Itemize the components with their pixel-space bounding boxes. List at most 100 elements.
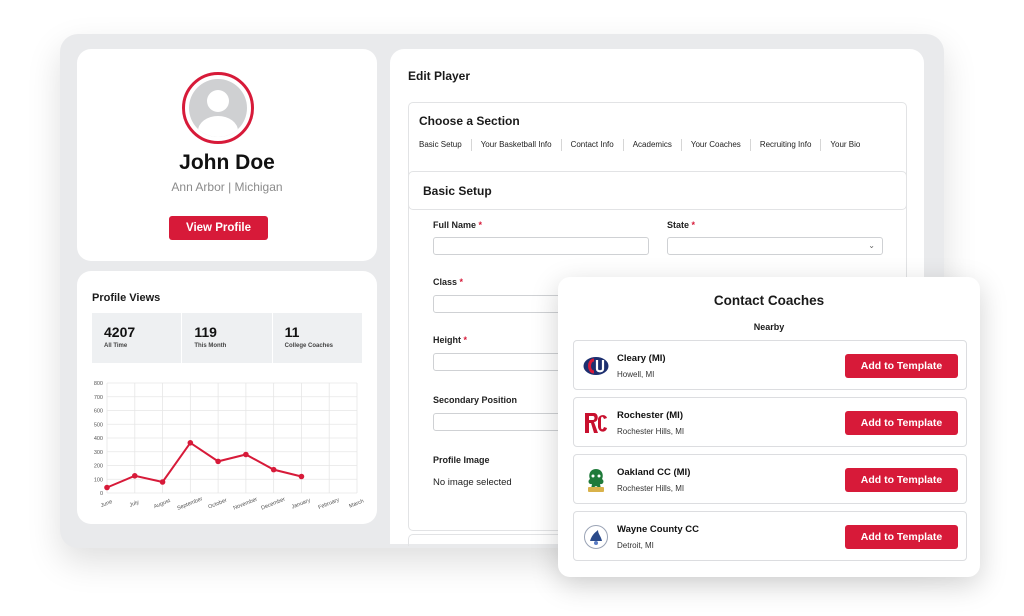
series-line xyxy=(106,441,302,489)
coach-row: Wayne County CC Detroit, MI Add to Templ… xyxy=(573,511,967,561)
x-tick-label: June xyxy=(100,499,113,509)
avatar-placeholder-icon xyxy=(189,79,247,137)
profile-views-title: Profile Views xyxy=(92,292,161,304)
x-tick-label: July xyxy=(129,499,141,508)
section-tabs: Basic Setup Your Basketball Info Contact… xyxy=(419,139,869,151)
coach-city: Rochester Hills, MI xyxy=(617,427,685,436)
choose-section-title: Choose a Section xyxy=(419,114,520,128)
required-mark: * xyxy=(478,220,483,230)
tab-recruiting-info[interactable]: Recruiting Info xyxy=(749,139,821,151)
rochester-logo-icon xyxy=(583,410,609,436)
coach-row: Rochester (MI) Rochester Hills, MI Add t… xyxy=(573,397,967,447)
data-point xyxy=(243,451,249,458)
stat-label: College Coaches xyxy=(284,343,334,349)
y-tick-label: 200 xyxy=(94,464,103,470)
add-to-template-button[interactable]: Add to Template xyxy=(845,411,958,435)
required-mark: * xyxy=(459,277,464,287)
stat-value: 11 xyxy=(284,324,300,340)
coach-row: Cleary (MI) Howell, MI Add to Template xyxy=(573,340,967,390)
x-tick-label: January xyxy=(291,498,312,511)
x-tick-label: March xyxy=(348,498,364,509)
y-tick-label: 600 xyxy=(94,409,103,415)
coach-row: Oakland CC (MI) Rochester Hills, MI Add … xyxy=(573,454,967,504)
height-label: Height * xyxy=(433,335,467,345)
profile-card: John Doe Ann Arbor | Michigan View Profi… xyxy=(77,49,377,261)
basic-setup-title: Basic Setup xyxy=(423,184,492,198)
data-point xyxy=(159,479,166,485)
page-title: Edit Player xyxy=(408,69,471,83)
stats-bar: 4207 All Time 119 This Month 11 College … xyxy=(92,313,362,363)
basic-setup-form: Basic Setup Full Name * State * ⌄ Class … xyxy=(408,171,907,531)
height-label-text: Height xyxy=(433,335,461,345)
tab-basic-setup[interactable]: Basic Setup xyxy=(419,140,462,149)
stat-label: All Time xyxy=(104,343,128,349)
coach-name: Wayne County CC xyxy=(617,524,699,535)
tab-basketball-info[interactable]: Your Basketball Info xyxy=(470,139,561,151)
stat-label: This Month xyxy=(194,343,227,349)
x-tick-label: September xyxy=(176,496,203,512)
profile-views-chart: 0 100 200 300 400 500 600 700 800 June July August S… xyxy=(94,381,365,512)
state-label: State * xyxy=(667,220,695,230)
data-point xyxy=(131,473,138,479)
add-to-template-button[interactable]: Add to Template xyxy=(845,525,958,549)
y-tick-label: 700 xyxy=(94,395,103,401)
contact-coaches-title: Contact Coaches xyxy=(713,293,825,308)
stat-value: 4207 xyxy=(104,324,136,340)
x-tick-label: February xyxy=(318,497,341,511)
y-tick-label: 400 xyxy=(94,436,103,442)
coach-city: Detroit, MI xyxy=(617,541,654,550)
state-select[interactable]: ⌄ xyxy=(667,237,883,255)
data-point xyxy=(215,458,221,465)
required-mark: * xyxy=(691,220,696,230)
coach-city: Rochester Hills, MI xyxy=(617,484,685,493)
tab-your-bio[interactable]: Your Bio xyxy=(820,139,869,151)
add-to-template-button[interactable]: Add to Template xyxy=(845,468,958,492)
x-tick-label: October xyxy=(208,498,229,511)
class-label: Class * xyxy=(433,277,463,287)
full-name-label: Full Name * xyxy=(433,220,482,230)
full-name-input[interactable] xyxy=(433,237,649,255)
y-tick-label: 0 xyxy=(100,491,103,497)
coach-name: Rochester (MI) xyxy=(617,410,683,421)
data-point xyxy=(298,473,305,480)
coach-name: Oakland CC (MI) xyxy=(617,467,691,478)
coach-name: Cleary (MI) xyxy=(617,353,666,364)
y-tick-label: 100 xyxy=(94,477,103,483)
data-point xyxy=(104,484,110,491)
contact-coaches-card: Contact Coaches Nearby Cleary (MI) Howel… xyxy=(558,277,980,577)
avatar[interactable] xyxy=(182,72,254,144)
x-tick-label: August xyxy=(153,498,172,510)
secondary-position-label: Secondary Position xyxy=(433,395,518,405)
data-point xyxy=(270,466,277,473)
required-mark: * xyxy=(463,335,468,345)
y-tick-label: 800 xyxy=(94,381,103,387)
nearby-subtitle: Nearby xyxy=(753,322,785,332)
oakland-logo-icon xyxy=(583,467,609,493)
profile-location: Ann Arbor | Michigan xyxy=(171,180,283,194)
cleary-logo-icon xyxy=(583,353,609,379)
data-point xyxy=(187,440,194,446)
full-name-label-text: Full Name xyxy=(433,220,477,230)
chevron-down-icon: ⌄ xyxy=(868,241,875,250)
no-image-text: No image selected xyxy=(433,477,512,488)
x-tick-label: December xyxy=(260,496,286,511)
profile-name: John Doe xyxy=(179,151,275,174)
tab-contact-info[interactable]: Contact Info xyxy=(560,139,623,151)
profile-views-card: Profile Views 4207 All Time 119 This Mon… xyxy=(77,271,377,524)
y-tick-label: 500 xyxy=(94,422,103,428)
x-tick-label: November xyxy=(233,496,259,511)
tab-your-coaches[interactable]: Your Coaches xyxy=(680,139,750,151)
tab-academics[interactable]: Academics xyxy=(622,139,681,151)
stat-college-coaches: 11 College Coaches xyxy=(273,313,362,363)
stat-all-time: 4207 All Time xyxy=(92,313,183,363)
add-to-template-button[interactable]: Add to Template xyxy=(845,354,958,378)
profile-image-label: Profile Image xyxy=(433,455,490,465)
coach-city: Howell, MI xyxy=(617,370,655,379)
class-label-text: Class xyxy=(433,277,458,287)
choose-section-box: Choose a Section Basic Setup Your Basket… xyxy=(408,102,907,210)
view-profile-button[interactable]: View Profile xyxy=(169,216,268,240)
y-tick-label: 300 xyxy=(94,450,103,456)
state-label-text: State xyxy=(667,220,690,230)
wayne-logo-icon xyxy=(583,524,609,550)
